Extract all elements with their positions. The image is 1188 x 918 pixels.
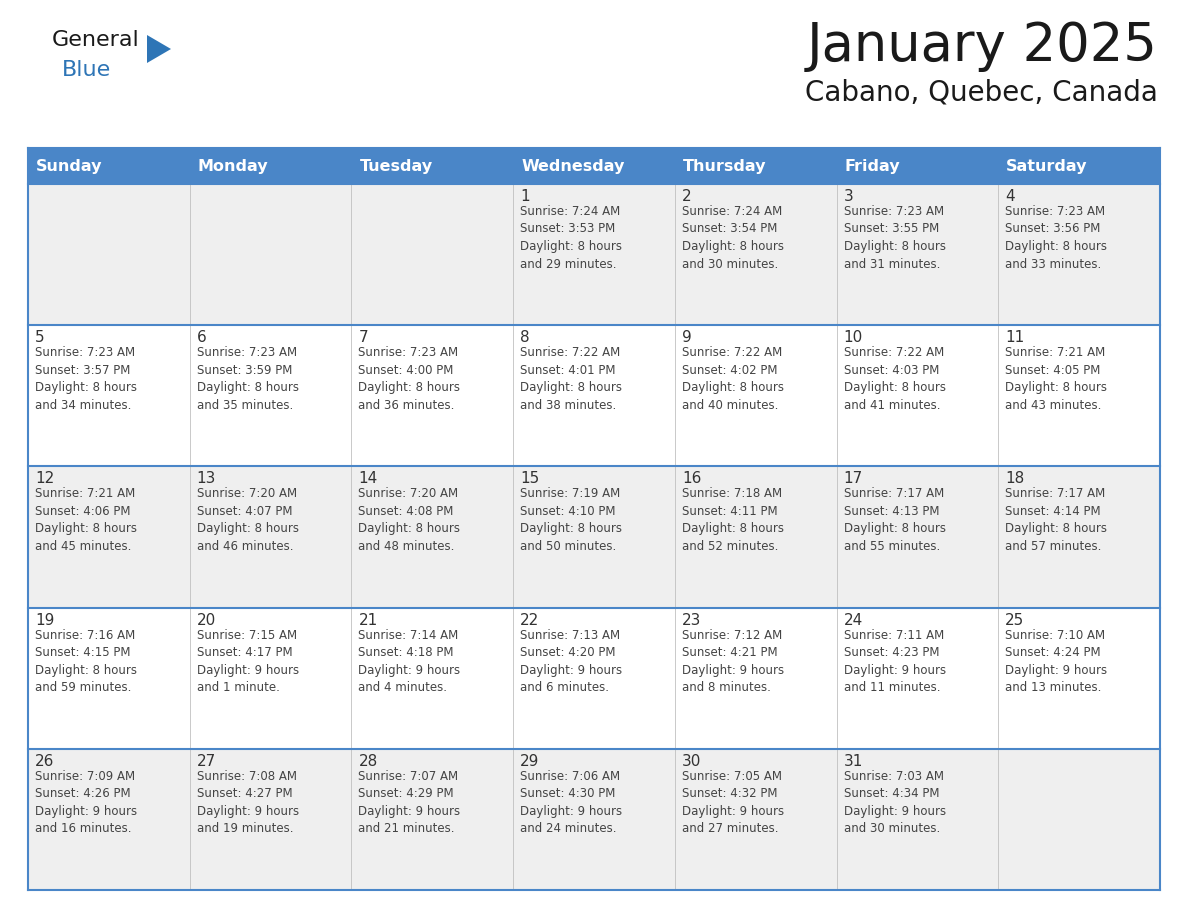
Text: January 2025: January 2025 (807, 20, 1158, 72)
Text: Sunrise: 7:21 AM
Sunset: 4:06 PM
Daylight: 8 hours
and 45 minutes.: Sunrise: 7:21 AM Sunset: 4:06 PM Dayligh… (34, 487, 137, 553)
Text: Sunrise: 7:09 AM
Sunset: 4:26 PM
Daylight: 9 hours
and 16 minutes.: Sunrise: 7:09 AM Sunset: 4:26 PM Dayligh… (34, 770, 137, 835)
Text: 2: 2 (682, 189, 691, 204)
Text: Sunrise: 7:12 AM
Sunset: 4:21 PM
Daylight: 9 hours
and 8 minutes.: Sunrise: 7:12 AM Sunset: 4:21 PM Dayligh… (682, 629, 784, 694)
Text: Sunrise: 7:10 AM
Sunset: 4:24 PM
Daylight: 9 hours
and 13 minutes.: Sunrise: 7:10 AM Sunset: 4:24 PM Dayligh… (1005, 629, 1107, 694)
Text: 23: 23 (682, 612, 701, 628)
Text: 14: 14 (359, 472, 378, 487)
Text: 6: 6 (197, 330, 207, 345)
Text: 13: 13 (197, 472, 216, 487)
Text: 28: 28 (359, 754, 378, 768)
Text: 18: 18 (1005, 472, 1024, 487)
Text: Sunrise: 7:19 AM
Sunset: 4:10 PM
Daylight: 8 hours
and 50 minutes.: Sunrise: 7:19 AM Sunset: 4:10 PM Dayligh… (520, 487, 623, 553)
Text: Sunrise: 7:08 AM
Sunset: 4:27 PM
Daylight: 9 hours
and 19 minutes.: Sunrise: 7:08 AM Sunset: 4:27 PM Dayligh… (197, 770, 299, 835)
Text: 11: 11 (1005, 330, 1024, 345)
Text: Sunrise: 7:24 AM
Sunset: 3:54 PM
Daylight: 8 hours
and 30 minutes.: Sunrise: 7:24 AM Sunset: 3:54 PM Dayligh… (682, 205, 784, 271)
Text: Sunrise: 7:23 AM
Sunset: 3:55 PM
Daylight: 8 hours
and 31 minutes.: Sunrise: 7:23 AM Sunset: 3:55 PM Dayligh… (843, 205, 946, 271)
Text: 20: 20 (197, 612, 216, 628)
Text: Sunrise: 7:13 AM
Sunset: 4:20 PM
Daylight: 9 hours
and 6 minutes.: Sunrise: 7:13 AM Sunset: 4:20 PM Dayligh… (520, 629, 623, 694)
Text: 22: 22 (520, 612, 539, 628)
Text: 31: 31 (843, 754, 862, 768)
Text: 24: 24 (843, 612, 862, 628)
Bar (29, 325, 1159, 466)
Text: Sunrise: 7:22 AM
Sunset: 4:02 PM
Daylight: 8 hours
and 40 minutes.: Sunrise: 7:22 AM Sunset: 4:02 PM Dayligh… (682, 346, 784, 411)
Text: 12: 12 (34, 472, 55, 487)
Text: Sunrise: 7:21 AM
Sunset: 4:05 PM
Daylight: 8 hours
and 43 minutes.: Sunrise: 7:21 AM Sunset: 4:05 PM Dayligh… (1005, 346, 1107, 411)
Bar (29, 148, 1159, 184)
Bar (29, 749, 1159, 890)
Text: 17: 17 (843, 472, 862, 487)
Text: 26: 26 (34, 754, 55, 768)
Text: Sunrise: 7:14 AM
Sunset: 4:18 PM
Daylight: 9 hours
and 4 minutes.: Sunrise: 7:14 AM Sunset: 4:18 PM Dayligh… (359, 629, 461, 694)
Text: Sunrise: 7:24 AM
Sunset: 3:53 PM
Daylight: 8 hours
and 29 minutes.: Sunrise: 7:24 AM Sunset: 3:53 PM Dayligh… (520, 205, 623, 271)
Text: 8: 8 (520, 330, 530, 345)
Text: 15: 15 (520, 472, 539, 487)
Text: 3: 3 (843, 189, 853, 204)
Text: 1: 1 (520, 189, 530, 204)
Text: Sunrise: 7:23 AM
Sunset: 3:56 PM
Daylight: 8 hours
and 33 minutes.: Sunrise: 7:23 AM Sunset: 3:56 PM Dayligh… (1005, 205, 1107, 271)
Bar (29, 184, 1159, 325)
Text: 9: 9 (682, 330, 691, 345)
Text: 4: 4 (1005, 189, 1015, 204)
Text: Sunrise: 7:07 AM
Sunset: 4:29 PM
Daylight: 9 hours
and 21 minutes.: Sunrise: 7:07 AM Sunset: 4:29 PM Dayligh… (359, 770, 461, 835)
Text: Wednesday: Wednesday (522, 159, 625, 174)
Text: 27: 27 (197, 754, 216, 768)
Text: Sunrise: 7:20 AM
Sunset: 4:07 PM
Daylight: 8 hours
and 46 minutes.: Sunrise: 7:20 AM Sunset: 4:07 PM Dayligh… (197, 487, 298, 553)
Text: Sunrise: 7:03 AM
Sunset: 4:34 PM
Daylight: 9 hours
and 30 minutes.: Sunrise: 7:03 AM Sunset: 4:34 PM Dayligh… (843, 770, 946, 835)
Text: 10: 10 (843, 330, 862, 345)
Text: Sunrise: 7:23 AM
Sunset: 3:57 PM
Daylight: 8 hours
and 34 minutes.: Sunrise: 7:23 AM Sunset: 3:57 PM Dayligh… (34, 346, 137, 411)
Text: 5: 5 (34, 330, 45, 345)
Text: Sunday: Sunday (36, 159, 102, 174)
Text: Monday: Monday (197, 159, 268, 174)
Text: Sunrise: 7:17 AM
Sunset: 4:13 PM
Daylight: 8 hours
and 55 minutes.: Sunrise: 7:17 AM Sunset: 4:13 PM Dayligh… (843, 487, 946, 553)
Polygon shape (147, 35, 171, 63)
Text: Sunrise: 7:16 AM
Sunset: 4:15 PM
Daylight: 8 hours
and 59 minutes.: Sunrise: 7:16 AM Sunset: 4:15 PM Dayligh… (34, 629, 137, 694)
Text: 19: 19 (34, 612, 55, 628)
Text: Sunrise: 7:22 AM
Sunset: 4:01 PM
Daylight: 8 hours
and 38 minutes.: Sunrise: 7:22 AM Sunset: 4:01 PM Dayligh… (520, 346, 623, 411)
Text: General: General (52, 30, 140, 50)
Text: 21: 21 (359, 612, 378, 628)
Text: 7: 7 (359, 330, 368, 345)
Text: Sunrise: 7:23 AM
Sunset: 4:00 PM
Daylight: 8 hours
and 36 minutes.: Sunrise: 7:23 AM Sunset: 4:00 PM Dayligh… (359, 346, 461, 411)
Text: 30: 30 (682, 754, 701, 768)
Bar (29, 466, 1159, 608)
Text: Sunrise: 7:22 AM
Sunset: 4:03 PM
Daylight: 8 hours
and 41 minutes.: Sunrise: 7:22 AM Sunset: 4:03 PM Dayligh… (843, 346, 946, 411)
Text: Sunrise: 7:11 AM
Sunset: 4:23 PM
Daylight: 9 hours
and 11 minutes.: Sunrise: 7:11 AM Sunset: 4:23 PM Dayligh… (843, 629, 946, 694)
Bar (29, 608, 1159, 749)
Text: Sunrise: 7:20 AM
Sunset: 4:08 PM
Daylight: 8 hours
and 48 minutes.: Sunrise: 7:20 AM Sunset: 4:08 PM Dayligh… (359, 487, 461, 553)
Text: Saturday: Saturday (1006, 159, 1088, 174)
Text: Sunrise: 7:06 AM
Sunset: 4:30 PM
Daylight: 9 hours
and 24 minutes.: Sunrise: 7:06 AM Sunset: 4:30 PM Dayligh… (520, 770, 623, 835)
Text: Sunrise: 7:18 AM
Sunset: 4:11 PM
Daylight: 8 hours
and 52 minutes.: Sunrise: 7:18 AM Sunset: 4:11 PM Dayligh… (682, 487, 784, 553)
Text: 16: 16 (682, 472, 701, 487)
Text: Cabano, Quebec, Canada: Cabano, Quebec, Canada (805, 78, 1158, 106)
Text: 29: 29 (520, 754, 539, 768)
Text: Sunrise: 7:23 AM
Sunset: 3:59 PM
Daylight: 8 hours
and 35 minutes.: Sunrise: 7:23 AM Sunset: 3:59 PM Dayligh… (197, 346, 298, 411)
Text: Sunrise: 7:17 AM
Sunset: 4:14 PM
Daylight: 8 hours
and 57 minutes.: Sunrise: 7:17 AM Sunset: 4:14 PM Dayligh… (1005, 487, 1107, 553)
Text: Tuesday: Tuesday (360, 159, 432, 174)
Text: Blue: Blue (62, 60, 112, 80)
Text: Thursday: Thursday (683, 159, 766, 174)
Text: Friday: Friday (845, 159, 901, 174)
Text: Sunrise: 7:15 AM
Sunset: 4:17 PM
Daylight: 9 hours
and 1 minute.: Sunrise: 7:15 AM Sunset: 4:17 PM Dayligh… (197, 629, 299, 694)
Text: 25: 25 (1005, 612, 1024, 628)
Text: Sunrise: 7:05 AM
Sunset: 4:32 PM
Daylight: 9 hours
and 27 minutes.: Sunrise: 7:05 AM Sunset: 4:32 PM Dayligh… (682, 770, 784, 835)
